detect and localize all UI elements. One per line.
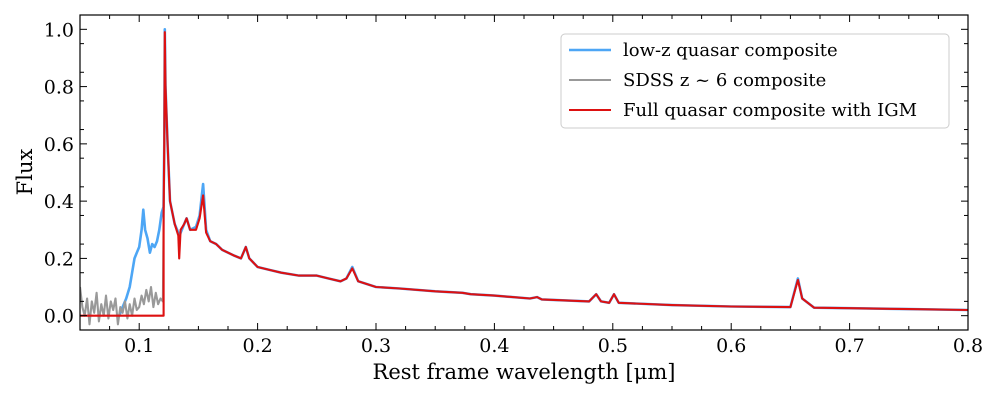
x-tick-label: 0.7 (834, 335, 864, 357)
y-tick-label: 0.0 (44, 306, 74, 328)
x-axis-label: Rest frame wavelength [μm] (373, 360, 676, 384)
y-tick-label: 0.8 (44, 77, 74, 99)
x-tick-label: 0.1 (124, 335, 154, 357)
series-line-3 (80, 31, 968, 317)
legend: low-z quasar composite SDSS z ~ 6 composi… (560, 33, 950, 129)
x-tick-label: 0.3 (361, 335, 391, 357)
y-tick-label: 0.2 (44, 248, 74, 270)
x-tick-label: 0.4 (479, 335, 509, 357)
x-tick-label: 0.8 (953, 335, 983, 357)
x-tick-label: 0.2 (242, 335, 272, 357)
x-tick-label: 0.6 (716, 335, 746, 357)
y-tick-label: 0.6 (44, 134, 74, 156)
y-axis-label: Flux (13, 149, 37, 196)
series-layer (80, 28, 968, 326)
y-tick-label: 0.4 (44, 191, 74, 213)
legend-label: low-z quasar composite (623, 40, 838, 61)
series-line-2 (80, 32, 166, 326)
legend-label: SDSS z ~ 6 composite (623, 70, 826, 91)
tick-layer: 0.1 0.2 0.3 0.4 0.5 0.6 0.7 0.8 0.0 0.2 0.4 0.6 0.8 1… (44, 14, 983, 357)
x-tick-label: 0.5 (598, 335, 628, 357)
legend-label: Full quasar composite with IGM (623, 100, 917, 121)
y-tick-label: 1.0 (44, 19, 74, 41)
legend-box (560, 33, 950, 129)
